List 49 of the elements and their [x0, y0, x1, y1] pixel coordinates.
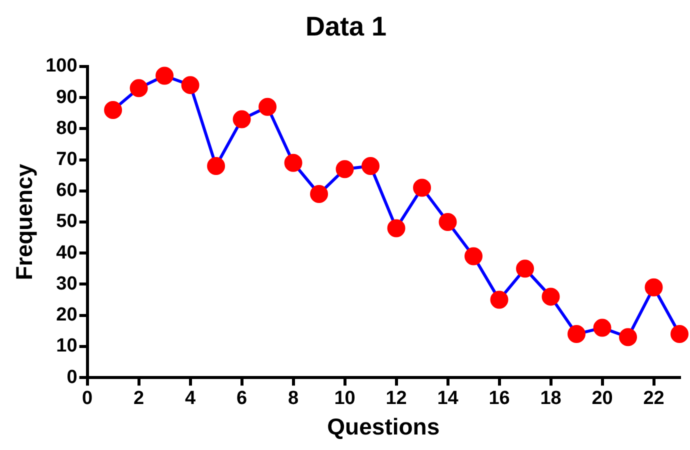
- x-tick-label: 22: [643, 388, 664, 410]
- point: [284, 154, 302, 172]
- point: [207, 156, 226, 175]
- y-tick-label: 70: [56, 148, 78, 170]
- point: [490, 290, 508, 309]
- y-tick-label: 80: [56, 118, 78, 139]
- point: [336, 160, 354, 178]
- point: [362, 156, 380, 175]
- y-tick-label: 0: [66, 366, 78, 388]
- point: [156, 66, 174, 85]
- x-tick-label: 16: [488, 388, 510, 410]
- point: [516, 260, 534, 278]
- y-tick-label: 60: [56, 180, 78, 202]
- point: [130, 79, 148, 98]
- point: [619, 328, 638, 346]
- point: [568, 325, 586, 344]
- y-tick-label: 10: [56, 336, 78, 357]
- point: [438, 213, 457, 231]
- x-tick-label: 18: [540, 388, 562, 410]
- point: [464, 247, 483, 266]
- x-tick-label: 20: [592, 388, 613, 410]
- point: [258, 98, 277, 116]
- point: [542, 288, 560, 306]
- x-tick-label: 8: [288, 388, 299, 410]
- point: [310, 184, 328, 203]
- y-tick-label: 40: [56, 242, 78, 264]
- y-tick-label: 30: [56, 273, 78, 294]
- y-tick-label: 100: [46, 56, 78, 77]
- x-tick-label: 14: [437, 388, 459, 410]
- x-tick-label: 2: [134, 388, 144, 410]
- x-tick-label: 12: [386, 388, 407, 410]
- y-tick-label: 90: [56, 86, 78, 108]
- y-tick-label: 20: [56, 304, 78, 326]
- point: [670, 325, 688, 344]
- x-axis-title: Questions: [327, 414, 440, 440]
- point: [104, 100, 122, 119]
- point: [644, 278, 663, 296]
- y-axis-title: Frequency: [11, 164, 38, 280]
- point: [181, 76, 200, 94]
- x-tick-label: 6: [236, 388, 248, 410]
- y-tick-label: 50: [56, 211, 78, 232]
- x-tick-label: 4: [185, 388, 196, 410]
- x-tick-label: 10: [334, 388, 356, 410]
- x-tick-label: 0: [82, 388, 93, 410]
- point: [593, 318, 612, 337]
- point: [387, 219, 406, 238]
- point: [413, 178, 432, 197]
- chart-title: Data 1: [305, 12, 387, 42]
- point: [232, 110, 251, 128]
